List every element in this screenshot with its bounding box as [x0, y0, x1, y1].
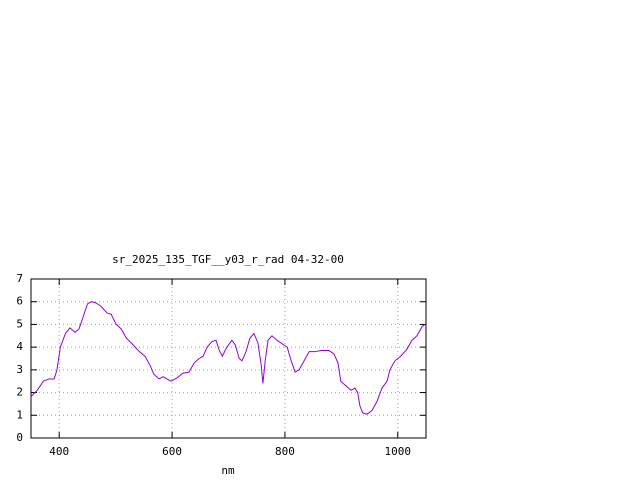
- x-tick-label: 800: [275, 445, 295, 458]
- x-tick-label: 600: [162, 445, 182, 458]
- y-tick-label: 7: [16, 272, 23, 285]
- chart-title: sr_2025_135_TGF__y03_r_rad 04-32-00: [112, 253, 344, 266]
- x-tick-label: 1000: [385, 445, 412, 458]
- x-tick-label: 400: [49, 445, 69, 458]
- y-tick-label: 6: [16, 295, 23, 308]
- plot-border: [30, 278, 427, 439]
- y-tick-label: 3: [16, 363, 23, 376]
- x-axis-label: nm: [221, 464, 235, 477]
- y-tick-label: 0: [16, 431, 23, 444]
- y-tick-label: 1: [16, 408, 23, 421]
- data-line: [30, 301, 426, 415]
- y-tick-label: 5: [16, 317, 23, 330]
- y-tick-label: 4: [16, 340, 23, 353]
- y-tick-label: 2: [16, 386, 23, 399]
